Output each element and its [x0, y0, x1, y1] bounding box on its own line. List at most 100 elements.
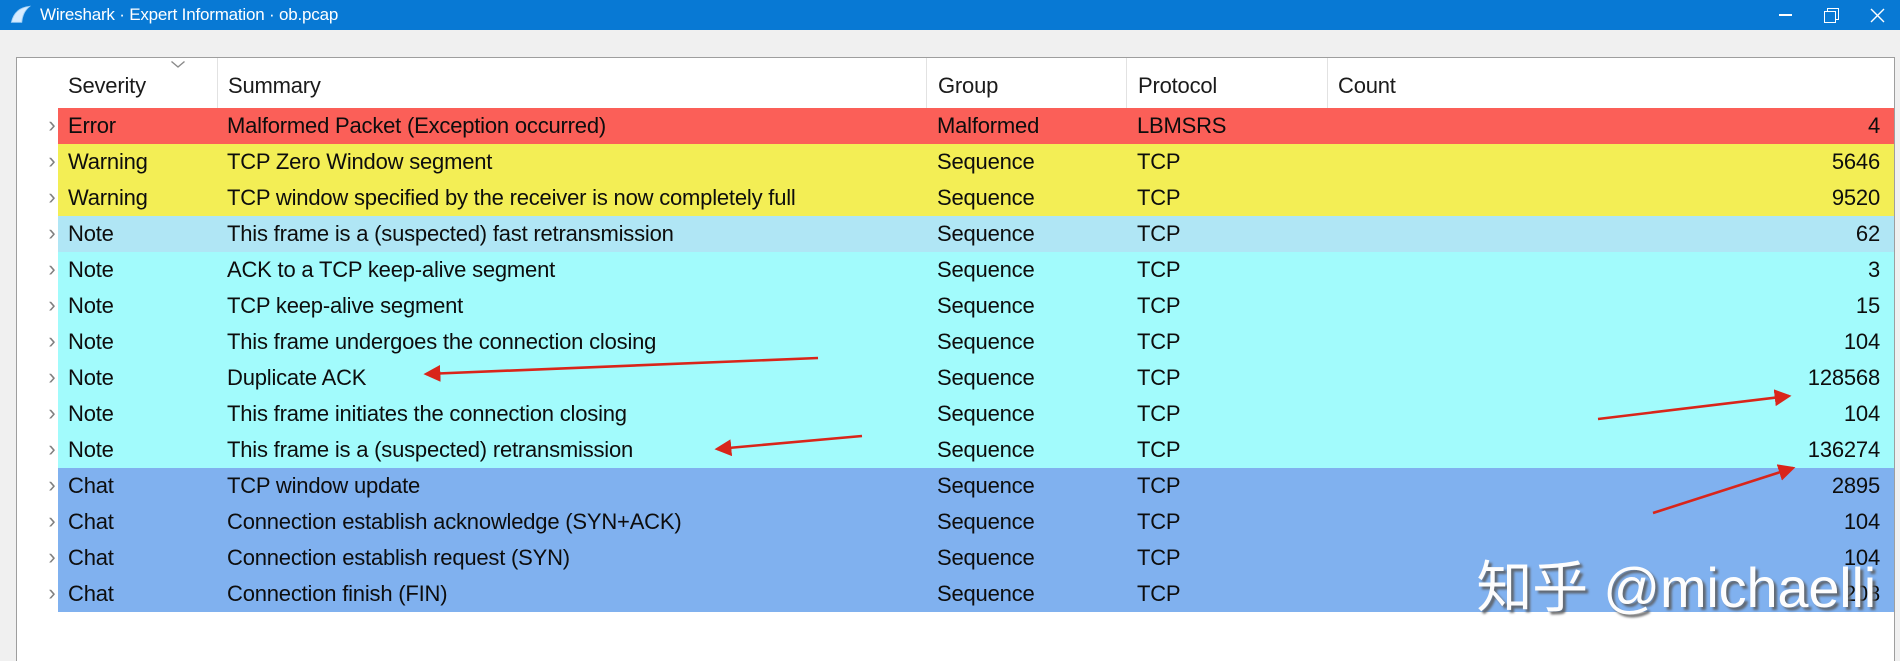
row-band: Chat TCP window update Sequence TCP 2895: [58, 468, 1894, 504]
table-row[interactable]: › Note This frame undergoes the connecti…: [17, 324, 1894, 360]
table-row[interactable]: › Chat Connection establish acknowledge …: [17, 504, 1894, 540]
table-row[interactable]: › Chat Connection establish request (SYN…: [17, 540, 1894, 576]
cell-protocol: TCP: [1137, 329, 1181, 354]
close-button[interactable]: [1854, 0, 1900, 30]
cell-count: 136274: [1807, 437, 1880, 462]
cell-group: Sequence: [937, 437, 1035, 462]
column-header-group[interactable]: Group: [926, 58, 1126, 108]
table-row[interactable]: › Chat TCP window update Sequence TCP 28…: [17, 468, 1894, 504]
column-header-severity[interactable]: Severity: [58, 58, 217, 108]
cell-summary: This frame initiates the connection clos…: [227, 401, 627, 426]
expand-chevron-icon[interactable]: ›: [48, 580, 56, 605]
cell-group: Malformed: [937, 113, 1040, 138]
row-band: Note This frame is a (suspected) fast re…: [58, 216, 1894, 252]
cell-protocol: TCP: [1137, 473, 1181, 498]
column-header-protocol[interactable]: Protocol: [1126, 58, 1327, 108]
cell-severity: Warning: [68, 149, 148, 174]
expand-chevron-icon[interactable]: ›: [48, 436, 56, 461]
table-row[interactable]: › Warning TCP Zero Window segment Sequen…: [17, 144, 1894, 180]
row-band: Note TCP keep-alive segment Sequence TCP…: [58, 288, 1894, 324]
expand-chevron-icon[interactable]: ›: [48, 472, 56, 497]
row-band: Note Duplicate ACK Sequence TCP 128568: [58, 360, 1894, 396]
cell-severity: Chat: [68, 581, 114, 606]
table-row[interactable]: › Note TCP keep-alive segment Sequence T…: [17, 288, 1894, 324]
column-header-label: Group: [938, 73, 999, 98]
row-band: Chat Connection establish acknowledge (S…: [58, 504, 1894, 540]
cell-count: 15: [1855, 293, 1880, 318]
cell-summary: This frame is a (suspected) retransmissi…: [227, 437, 634, 462]
cell-group: Sequence: [937, 293, 1035, 318]
cell-summary: Duplicate ACK: [227, 365, 367, 390]
cell-severity: Note: [68, 329, 114, 354]
cell-protocol: TCP: [1137, 437, 1181, 462]
cell-group: Sequence: [937, 401, 1035, 426]
minimize-button[interactable]: [1762, 0, 1808, 30]
cell-count: 3: [1867, 257, 1880, 282]
table-row[interactable]: › Warning TCP window specified by the re…: [17, 180, 1894, 216]
table-row[interactable]: › Error Malformed Packet (Exception occu…: [17, 108, 1894, 144]
expand-chevron-icon[interactable]: ›: [48, 400, 56, 425]
row-band: Chat Connection establish request (SYN) …: [58, 540, 1894, 576]
cell-summary: Connection establish acknowledge (SYN+AC…: [227, 509, 682, 534]
cell-group: Sequence: [937, 545, 1035, 570]
table-row[interactable]: › Note Duplicate ACK Sequence TCP 128568: [17, 360, 1894, 396]
restore-button[interactable]: [1808, 0, 1854, 30]
expand-chevron-icon[interactable]: ›: [48, 364, 56, 389]
expand-chevron-icon[interactable]: ›: [48, 220, 56, 245]
cell-protocol: TCP: [1137, 185, 1181, 210]
cell-protocol: TCP: [1137, 509, 1181, 534]
cell-protocol: TCP: [1137, 293, 1181, 318]
close-icon: [1870, 8, 1884, 22]
row-band: Warning TCP Zero Window segment Sequence…: [58, 144, 1894, 180]
cell-count: 9520: [1831, 185, 1880, 210]
expand-chevron-icon[interactable]: ›: [48, 508, 56, 533]
cell-summary: TCP keep-alive segment: [227, 293, 464, 318]
cell-count: 2895: [1831, 473, 1880, 498]
cell-protocol: TCP: [1137, 257, 1181, 282]
cell-protocol: TCP: [1137, 365, 1181, 390]
cell-count: 128568: [1807, 365, 1880, 390]
cell-severity: Note: [68, 257, 114, 282]
cell-summary: TCP Zero Window segment: [227, 149, 493, 174]
cell-count: 4: [1867, 113, 1880, 138]
column-header-label: Summary: [228, 73, 321, 98]
expand-chevron-icon[interactable]: ›: [48, 256, 56, 281]
row-band: Error Malformed Packet (Exception occurr…: [58, 108, 1894, 144]
cell-summary: Connection finish (FIN): [227, 581, 448, 606]
wireshark-logo-icon: [10, 4, 32, 26]
table-row[interactable]: › Note ACK to a TCP keep-alive segment S…: [17, 252, 1894, 288]
cell-count: 62: [1855, 221, 1880, 246]
cell-count: 104: [1843, 329, 1880, 354]
expand-chevron-icon[interactable]: ›: [48, 184, 56, 209]
table-row[interactable]: › Note This frame is a (suspected) retra…: [17, 432, 1894, 468]
cell-severity: Error: [68, 113, 116, 138]
cell-group: Sequence: [937, 581, 1035, 606]
cell-group: Sequence: [937, 509, 1035, 534]
cell-group: Sequence: [937, 329, 1035, 354]
expand-chevron-icon[interactable]: ›: [48, 112, 56, 137]
expand-chevron-icon[interactable]: ›: [48, 148, 56, 173]
column-header-summary[interactable]: Summary: [217, 58, 926, 108]
cell-count: 208: [1843, 581, 1880, 606]
cell-protocol: TCP: [1137, 401, 1181, 426]
cell-summary: ACK to a TCP keep-alive segment: [227, 257, 556, 282]
expand-chevron-icon[interactable]: ›: [48, 544, 56, 569]
cell-severity: Chat: [68, 545, 114, 570]
row-band: Warning TCP window specified by the rece…: [58, 180, 1894, 216]
column-header-label: Protocol: [1138, 73, 1218, 98]
cell-severity: Note: [68, 401, 114, 426]
cell-protocol: LBMSRS: [1137, 113, 1227, 138]
table-row[interactable]: › Note This frame is a (suspected) fast …: [17, 216, 1894, 252]
table-row[interactable]: › Chat Connection finish (FIN) Sequence …: [17, 576, 1894, 612]
cell-severity: Note: [68, 365, 114, 390]
column-header-label: Count: [1338, 73, 1396, 98]
cell-severity: Note: [68, 293, 114, 318]
expand-chevron-icon[interactable]: ›: [48, 328, 56, 353]
expand-chevron-icon[interactable]: ›: [48, 292, 56, 317]
cell-group: Sequence: [937, 185, 1035, 210]
cell-protocol: TCP: [1137, 221, 1181, 246]
column-header-count[interactable]: Count: [1327, 58, 1894, 108]
table-row[interactable]: › Note This frame initiates the connecti…: [17, 396, 1894, 432]
cell-protocol: TCP: [1137, 149, 1181, 174]
cell-severity: Warning: [68, 185, 148, 210]
